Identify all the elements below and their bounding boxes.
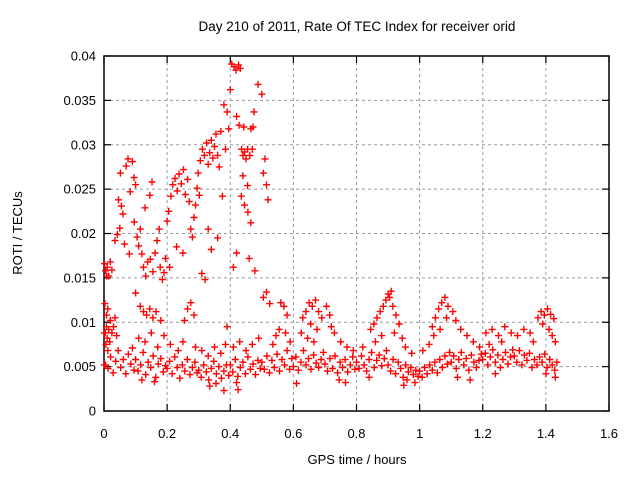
y-tick-label: 0.02 <box>71 226 96 241</box>
y-axis-label: ROTI / TECUs <box>10 191 25 275</box>
gridlines <box>104 56 609 411</box>
y-tick-label: 0.01 <box>71 315 96 330</box>
x-tick-label: 0 <box>100 426 107 441</box>
y-tick-label: 0 <box>89 404 96 419</box>
y-tick-label: 0.015 <box>63 270 96 285</box>
y-tick-label: 0.005 <box>63 359 96 374</box>
x-tick-label: 1 <box>416 426 423 441</box>
x-tick-label: 0.6 <box>284 426 302 441</box>
y-axis-tick-labels: 0 0.005 0.01 0.015 0.02 0.025 0.03 0.035 0.04 <box>63 49 96 419</box>
x-axis-label: GPS time / hours <box>308 452 407 467</box>
x-tick-label: 0.2 <box>158 426 176 441</box>
y-tick-label: 0.03 <box>71 137 96 152</box>
x-axis-tick-labels: 0 0.2 0.4 0.6 0.8 1 1.2 1.4 1.6 <box>100 426 618 441</box>
x-tick-label: 0.8 <box>347 426 365 441</box>
x-tick-label: 0.4 <box>221 426 239 441</box>
chart-title: Day 210 of 2011, Rate Of TEC Index for r… <box>199 19 516 34</box>
y-tick-label: 0.04 <box>71 49 96 64</box>
plot-border <box>103 55 610 412</box>
scatter-points <box>100 60 561 395</box>
x-tick-label: 1.4 <box>537 426 555 441</box>
x-tick-label: 1.6 <box>600 426 618 441</box>
y-tick-label: 0.025 <box>63 182 96 197</box>
x-tick-label: 1.2 <box>474 426 492 441</box>
y-tick-label: 0.035 <box>63 93 96 108</box>
